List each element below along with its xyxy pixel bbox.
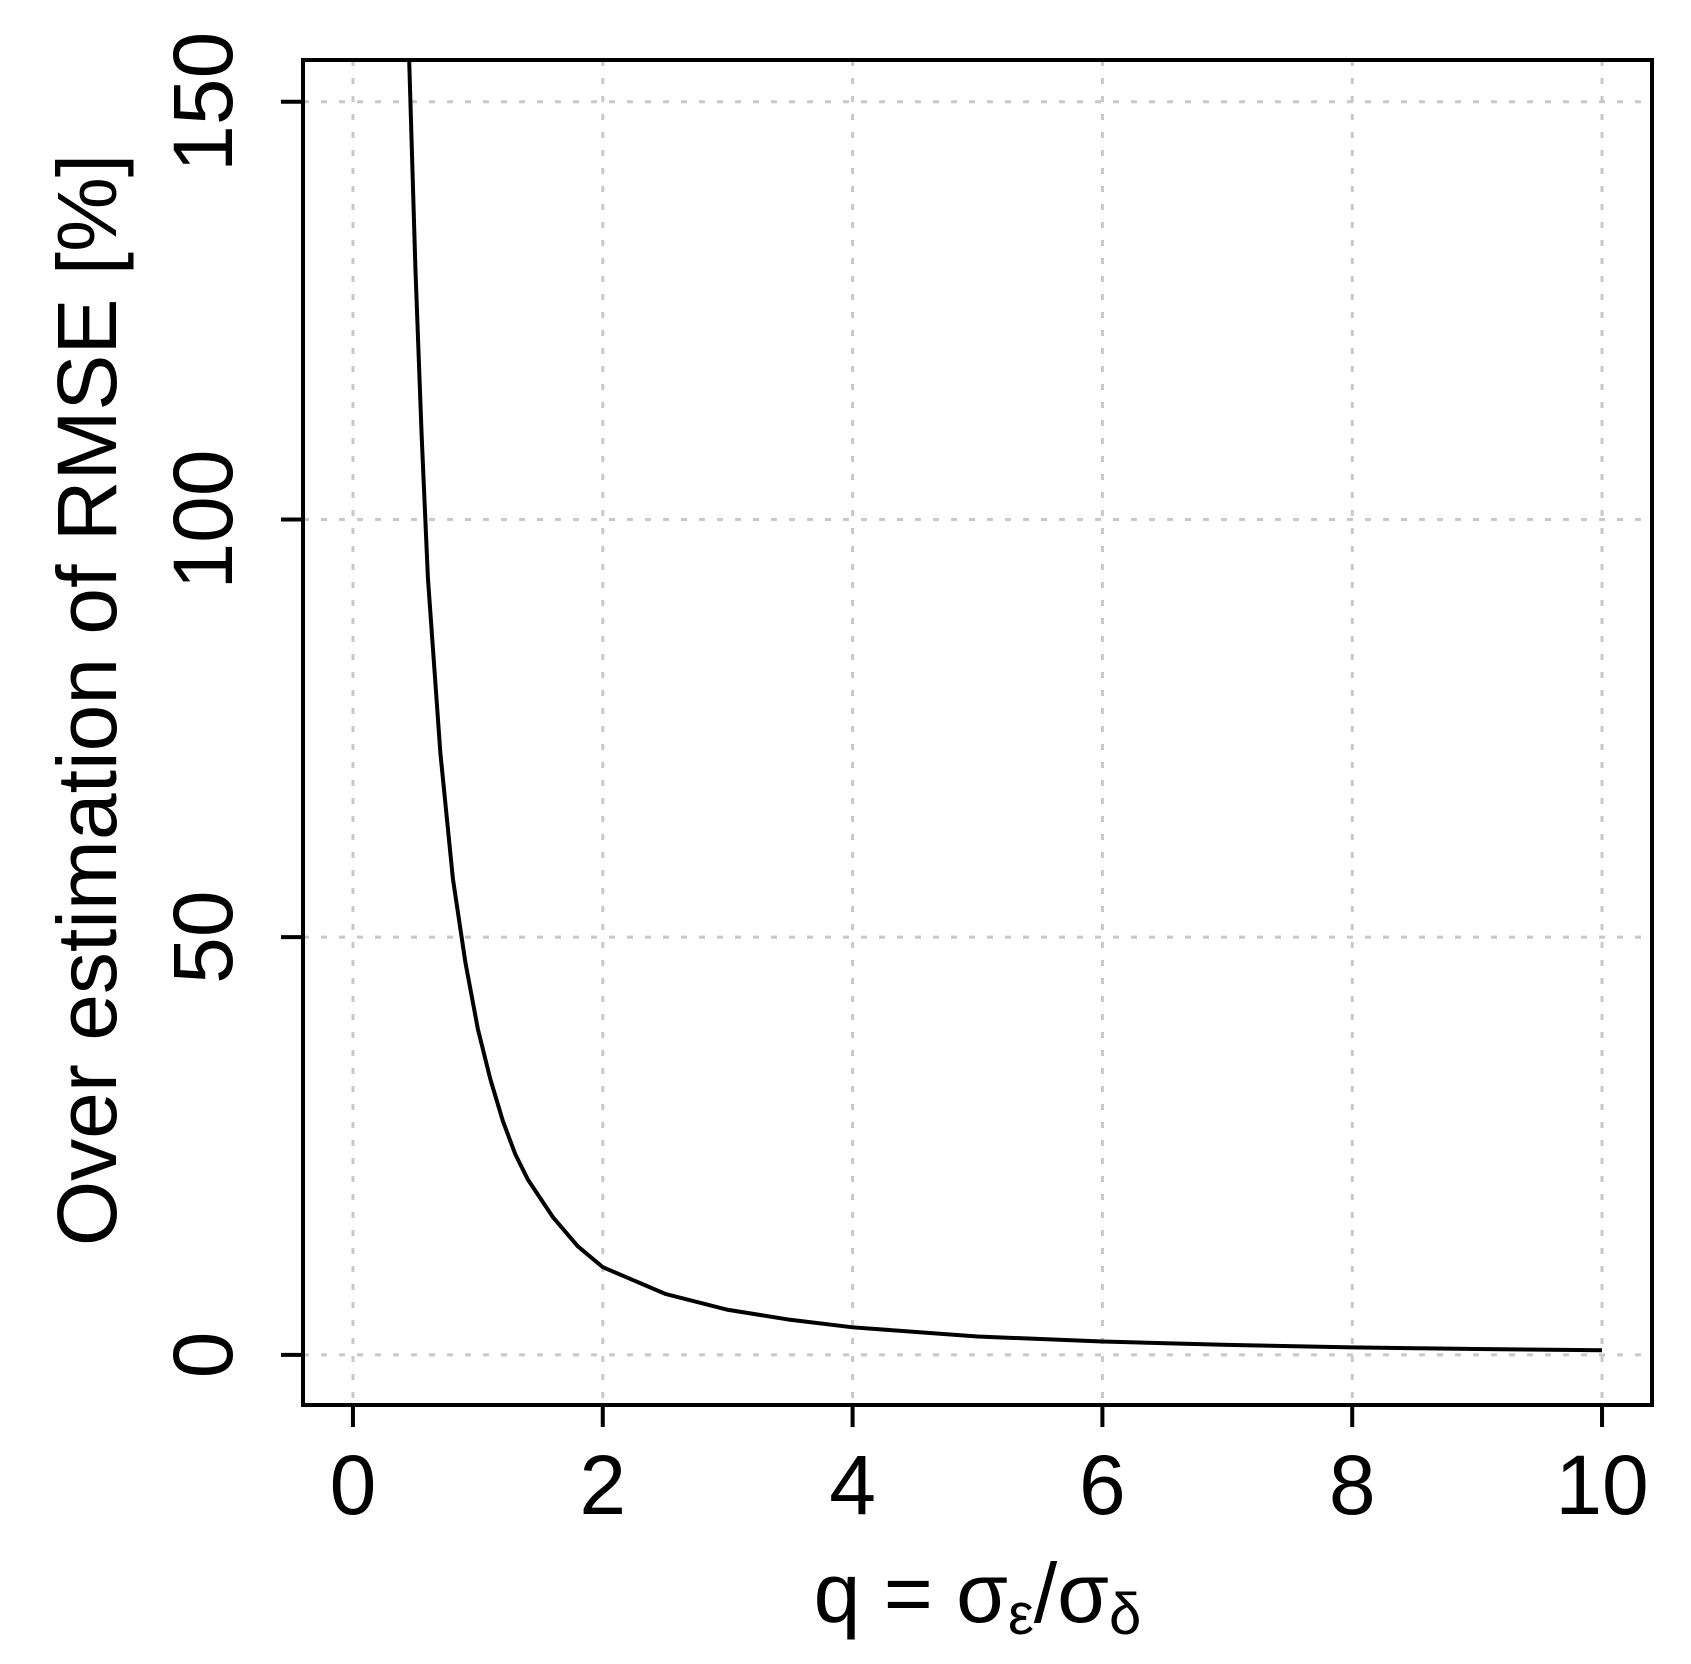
x-axis-title-sub-delta: δ — [1109, 1582, 1141, 1647]
x-axis-ticks: 0 2 4 6 8 10 — [330, 1405, 1649, 1532]
x-tick-label-6: 6 — [1079, 1438, 1126, 1532]
y-axis-ticks: 0 50 100 150 — [156, 32, 303, 1379]
series-line-0 — [407, 60, 1603, 1353]
y-tick-label-0: 0 — [156, 1332, 250, 1379]
x-axis-title-sub-epsilon: ε — [1008, 1582, 1034, 1647]
grid-layer — [303, 60, 1652, 1405]
x-tick-label-4: 4 — [829, 1438, 876, 1532]
x-tick-label-10: 10 — [1555, 1438, 1648, 1532]
y-axis-title: Over estimation of RMSE [%] — [40, 154, 134, 1246]
curve-layer — [407, 60, 1603, 1353]
x-tick-label-8: 8 — [1329, 1438, 1376, 1532]
y-tick-label-100: 100 — [156, 449, 250, 589]
x-tick-label-2: 2 — [579, 1438, 626, 1532]
x-axis-title: q = σε/σδ — [814, 1546, 1142, 1647]
x-axis-title-main: q = σ — [814, 1546, 1008, 1640]
x-axis-title-slash: /σ — [1034, 1546, 1109, 1640]
plot-frame — [301, 58, 1654, 1407]
y-tick-label-50: 50 — [156, 890, 250, 983]
y-tick-label-150: 150 — [156, 32, 250, 172]
x-tick-label-0: 0 — [330, 1438, 377, 1532]
